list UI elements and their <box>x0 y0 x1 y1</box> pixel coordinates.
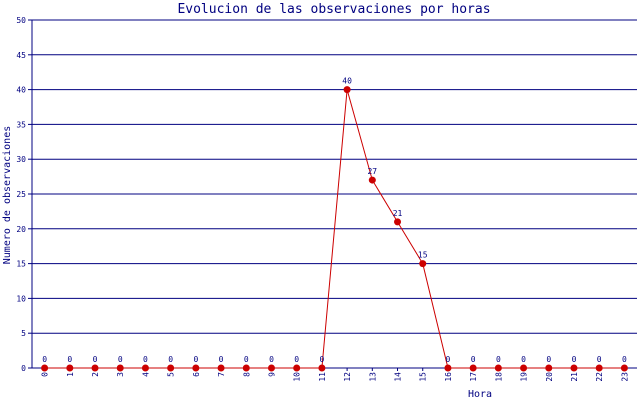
x-tick-label: 8 <box>242 372 251 377</box>
data-point <box>217 364 225 372</box>
x-tick-label: 21 <box>570 372 579 382</box>
data-label: 0 <box>496 355 501 364</box>
x-axis-label: Hora <box>468 389 492 400</box>
data-point <box>494 364 502 372</box>
data-point <box>141 364 149 372</box>
data-label: 0 <box>93 355 98 364</box>
x-tick-label: 5 <box>167 372 176 377</box>
x-tick-labels: 0 1 2 3 4 5 6 7 8 9 10 11 12 13 14 15 16 17 18 19 20 21 22 23 <box>41 372 630 382</box>
data-label: 0 <box>546 355 551 364</box>
data-point <box>368 176 376 184</box>
x-tick-label: 23 <box>620 372 629 382</box>
data-label: 0 <box>244 355 249 364</box>
series-line <box>44 89 625 369</box>
data-label: 0 <box>572 355 577 364</box>
data-point <box>595 364 603 372</box>
x-tick-label: 14 <box>394 372 403 382</box>
data-labels: 0 0 0 0 0 0 0 0 0 0 0 0 40 27 21 15 0 0 0 0 0 0 0 0 <box>42 77 627 364</box>
x-tick-label: 16 <box>444 372 453 382</box>
x-tick-label: 3 <box>116 372 125 377</box>
data-label: 0 <box>294 355 299 364</box>
x-tick-label: 10 <box>293 372 302 382</box>
x-tick-label: 6 <box>192 372 201 377</box>
y-tick-label: 50 <box>16 16 26 25</box>
y-tick-label: 35 <box>16 120 26 129</box>
data-label: 15 <box>418 251 428 260</box>
data-label: 0 <box>168 355 173 364</box>
data-label: 0 <box>446 355 451 364</box>
data-point <box>444 364 452 372</box>
y-tick-label: 25 <box>16 190 26 199</box>
data-point <box>394 218 402 226</box>
data-label: 0 <box>622 355 627 364</box>
series <box>41 86 628 372</box>
y-tick-label: 15 <box>16 260 26 269</box>
x-tick-label: 22 <box>595 372 604 382</box>
x-tick-label: 11 <box>318 372 327 382</box>
data-label: 21 <box>393 209 403 218</box>
data-label: 0 <box>219 355 224 364</box>
y-axis-label: Numero de observaciones <box>2 126 13 264</box>
data-label: 27 <box>367 167 377 176</box>
x-tick-label: 9 <box>267 372 276 377</box>
x-tick-label: 18 <box>494 372 503 382</box>
x-tick-label: 20 <box>545 372 554 382</box>
data-label: 0 <box>269 355 274 364</box>
data-label: 0 <box>193 355 198 364</box>
data-label: 40 <box>342 77 352 86</box>
data-point <box>520 364 528 372</box>
x-tick-label: 2 <box>91 372 100 377</box>
data-point <box>545 364 553 372</box>
x-tick-label: 4 <box>141 372 150 377</box>
data-point <box>267 364 275 372</box>
x-tick-label: 1 <box>66 372 75 377</box>
y-tick-label: 45 <box>16 51 26 60</box>
data-point <box>167 364 175 372</box>
data-point <box>41 364 49 372</box>
data-label: 0 <box>143 355 148 364</box>
data-point <box>91 364 99 372</box>
data-point <box>570 364 578 372</box>
data-point <box>116 364 124 372</box>
data-point <box>343 86 351 94</box>
data-point <box>293 364 301 372</box>
y-tick-label: 5 <box>21 329 26 338</box>
x-tick-label: 15 <box>419 372 428 382</box>
data-label: 0 <box>118 355 123 364</box>
chart-title: Evolucion de las observaciones por horas <box>177 2 490 17</box>
data-label: 0 <box>471 355 476 364</box>
data-point <box>318 364 326 372</box>
data-label: 0 <box>319 355 324 364</box>
y-tick-label: 40 <box>16 86 26 95</box>
x-tick-label: 17 <box>469 372 478 382</box>
data-point <box>469 364 477 372</box>
y-tick-labels: 0 5 10 15 20 25 30 35 40 45 50 <box>16 16 26 373</box>
data-label: 0 <box>521 355 526 364</box>
y-tick-label: 10 <box>16 294 26 303</box>
y-tick-label: 0 <box>21 364 26 373</box>
y-tick-label: 20 <box>16 225 26 234</box>
y-tick-label: 30 <box>16 155 26 164</box>
data-label: 0 <box>597 355 602 364</box>
x-tick-label: 7 <box>217 372 226 377</box>
data-label: 0 <box>67 355 72 364</box>
x-tick-label: 12 <box>343 372 352 382</box>
x-tick-label: 19 <box>520 372 529 382</box>
data-point <box>419 260 427 268</box>
x-tick-label: 0 <box>41 372 50 377</box>
data-point <box>66 364 74 372</box>
data-label: 0 <box>42 355 47 364</box>
x-tick-label: 13 <box>368 372 377 382</box>
data-point <box>242 364 250 372</box>
data-point <box>192 364 200 372</box>
data-point <box>620 364 628 372</box>
